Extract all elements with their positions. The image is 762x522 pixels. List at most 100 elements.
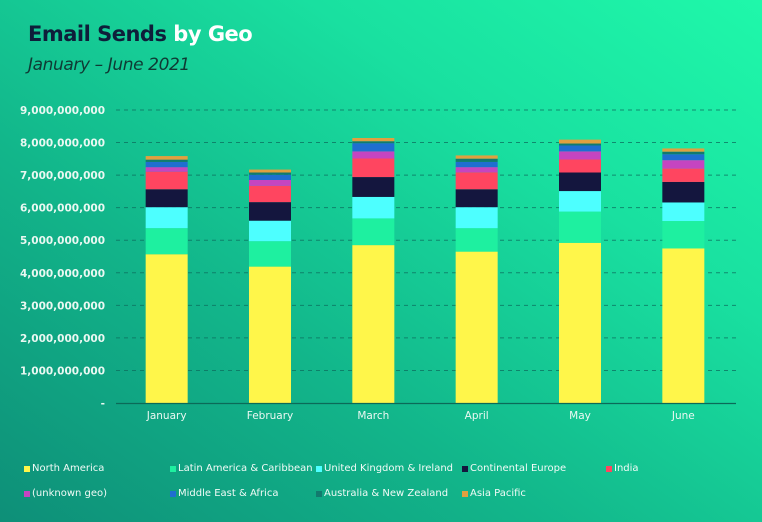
- legend-item: India: [606, 463, 639, 474]
- bar-stack-june: [662, 148, 705, 403]
- legend-swatch: [24, 490, 30, 497]
- legend-swatch: [606, 465, 612, 472]
- bar-segment-australia-new-zealand: [249, 172, 291, 175]
- y-tick-label: 9,000,000,000: [20, 105, 105, 117]
- bar-segment-continental-europe: [559, 172, 601, 192]
- legend-swatch: [462, 465, 468, 472]
- bar-stack-march: [352, 137, 395, 403]
- bar-segment-continental-europe: [662, 181, 705, 203]
- legend-swatch: [170, 465, 176, 472]
- bar-segment-australia-new-zealand: [662, 151, 705, 155]
- legend-label: United Kingdom & Ireland: [324, 463, 454, 474]
- bar-segment-unknown-geo: [249, 179, 291, 186]
- bar-segment-united-kingdom-ireland: [559, 191, 601, 212]
- bar-segment-latin-america-caribbean: [662, 221, 705, 249]
- legend-swatch: [24, 465, 30, 472]
- gridlines: [116, 109, 736, 371]
- bar-segment-unknown-geo: [455, 167, 498, 173]
- bar-segment-india: [662, 168, 705, 182]
- bar-segment-north-america: [145, 254, 188, 403]
- bar-segment-india: [559, 159, 601, 173]
- bar-segment-united-kingdom-ireland: [352, 196, 395, 219]
- bar-segment-asia-pacific: [249, 169, 291, 173]
- x-tick-label: May: [569, 410, 591, 422]
- legend-swatch: [316, 490, 322, 497]
- y-tick-label: -: [101, 398, 105, 410]
- bar-segment-asia-pacific: [662, 148, 705, 152]
- chart-subtitle: January – June 2021: [28, 55, 190, 75]
- legend-label: (unknown geo): [32, 488, 108, 499]
- bar-segment-continental-europe: [145, 189, 188, 208]
- bar-segment-latin-america-caribbean: [352, 218, 395, 246]
- bar-segment-asia-pacific: [559, 139, 601, 144]
- bar-segment-australia-new-zealand: [455, 158, 498, 162]
- legend-label: Continental Europe: [470, 463, 567, 474]
- legend-swatch: [170, 490, 176, 497]
- legend-item: United Kingdom & Ireland: [316, 463, 453, 474]
- bar-segment-asia-pacific: [455, 155, 498, 159]
- bar-segment-north-america: [352, 245, 395, 403]
- title-main: Email Sends: [28, 22, 167, 46]
- bar-segment-asia-pacific: [352, 137, 395, 142]
- y-tick-label: 8,000,000,000: [20, 138, 105, 150]
- bar-segment-unknown-geo: [145, 167, 188, 172]
- legend-item: Australia & New Zealand: [316, 488, 448, 499]
- bar-segment-india: [352, 158, 395, 178]
- y-tick-label: 6,000,000,000: [20, 203, 105, 215]
- bar-segment-latin-america-caribbean: [249, 241, 291, 267]
- bar-segment-australia-new-zealand: [352, 141, 395, 144]
- bar-segment-asia-pacific: [145, 156, 188, 160]
- legend-item: Middle East & Africa: [170, 488, 278, 499]
- bar-segment-unknown-geo: [559, 151, 601, 160]
- x-tick-label: March: [357, 410, 389, 422]
- bar-stack-may: [559, 139, 601, 403]
- x-tick-label: February: [247, 410, 294, 422]
- x-tick-label: January: [146, 410, 187, 422]
- bar-segment-middle-east-africa: [559, 145, 601, 152]
- legend-swatch: [316, 465, 322, 472]
- bar-segment-unknown-geo: [352, 151, 395, 159]
- y-tick-label: 5,000,000,000: [20, 235, 105, 247]
- bar-segment-latin-america-caribbean: [455, 228, 498, 252]
- bars: [145, 137, 705, 403]
- bar-segment-continental-europe: [352, 177, 395, 197]
- bar-segment-latin-america-caribbean: [145, 228, 188, 255]
- y-tick-label: 2,000,000,000: [20, 333, 105, 345]
- bar-segment-north-america: [455, 251, 498, 403]
- legend-label: Australia & New Zealand: [324, 488, 449, 499]
- bar-segment-india: [145, 171, 188, 190]
- legend-item: Asia Pacific: [462, 488, 526, 499]
- bar-segment-continental-europe: [249, 202, 291, 221]
- legend-item: Continental Europe: [462, 463, 566, 474]
- bar-segment-india: [455, 172, 498, 190]
- bar-stack-january: [145, 156, 188, 403]
- bar-segment-north-america: [559, 242, 601, 403]
- y-axis: - 1,000,000,000 2,000,000,000 3,000,000,000…: [20, 105, 105, 410]
- legend-label: India: [614, 463, 639, 474]
- bar-segment-australia-new-zealand: [145, 159, 188, 162]
- y-tick-label: 1,000,000,000: [20, 365, 105, 377]
- bar-segment-india: [249, 185, 291, 203]
- bar-stack-april: [455, 155, 498, 403]
- legend-label: Middle East & Africa: [178, 488, 279, 499]
- bar-segment-united-kingdom-ireland: [455, 207, 498, 229]
- legend-label: Latin America & Caribbean: [178, 463, 313, 474]
- x-axis: January February March April May June: [116, 402, 736, 422]
- bar-segment-middle-east-africa: [662, 154, 705, 161]
- bar-segment-unknown-geo: [662, 160, 705, 169]
- x-tick-label: June: [671, 410, 695, 422]
- bar-segment-united-kingdom-ireland: [249, 220, 291, 242]
- bar-segment-continental-europe: [455, 189, 498, 208]
- legend-item: North America: [24, 463, 104, 474]
- bar-segment-middle-east-africa: [352, 143, 395, 152]
- bar-segment-middle-east-africa: [145, 161, 188, 168]
- legend-label: North America: [32, 463, 105, 474]
- bar-stack-february: [249, 169, 291, 403]
- bar-segment-australia-new-zealand: [559, 143, 601, 146]
- chart-title: Email Sends by Geo: [28, 22, 253, 46]
- bar-segment-middle-east-africa: [455, 161, 498, 168]
- legend-item: Latin America & Caribbean: [170, 463, 313, 474]
- bar-segment-united-kingdom-ireland: [662, 202, 705, 222]
- bar-segment-middle-east-africa: [249, 174, 291, 180]
